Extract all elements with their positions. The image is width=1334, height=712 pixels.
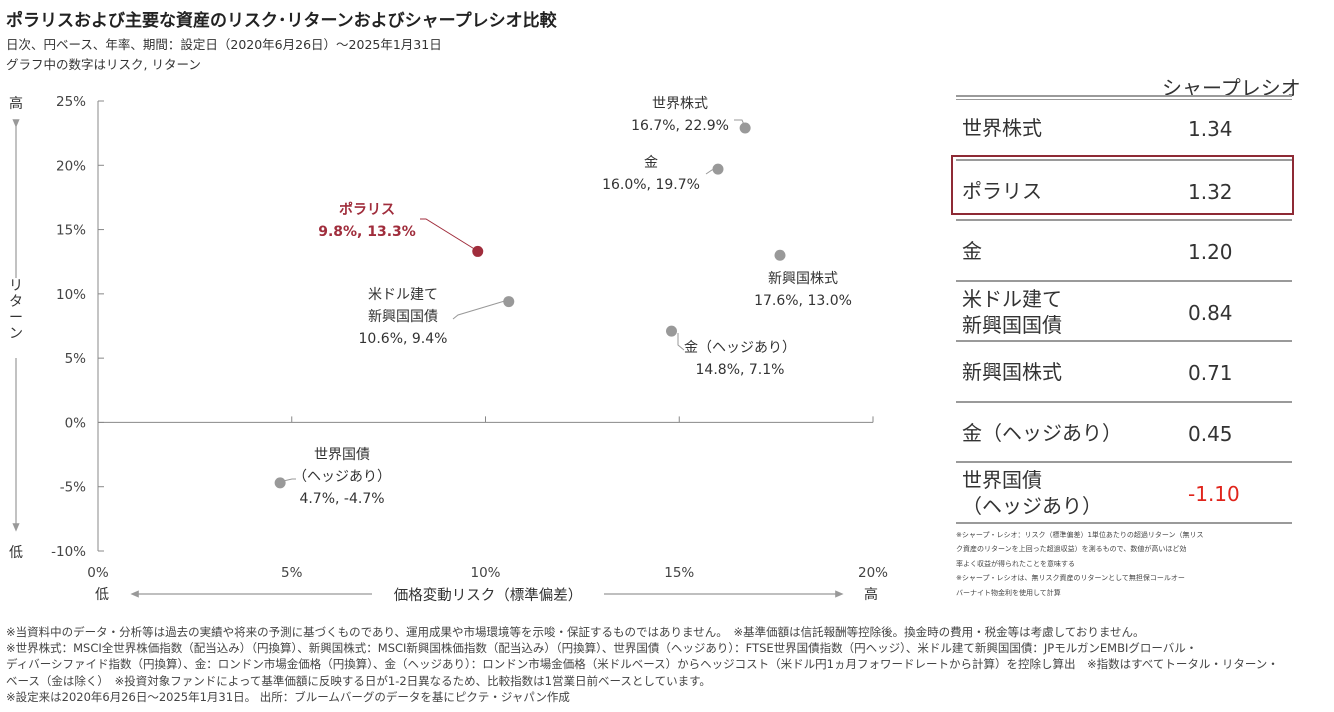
data-point-label: 金 16.0%, 19.7% xyxy=(602,155,700,193)
risk-return-scatter-chart: 25%20%15%10%5%0%-5%-10%0% 5% 10% 15% 20%高低リタ… xyxy=(9,94,888,604)
y-tick-label: 5% xyxy=(65,351,87,367)
y-high-label: 高 xyxy=(9,95,23,112)
footnote-line: ベース（金は除く） ※投資対象ファンドによって基準価額に反映する日が1-2日異な… xyxy=(6,673,711,688)
data-point-label: ポラリス 9.8%, 13.3% xyxy=(318,201,416,240)
sharpe-row: 米ドル建て 新興国国債 0.84 xyxy=(956,279,1292,341)
sharpe-row: 世界国債 （ヘッジあり） -1.10 xyxy=(956,461,1292,522)
sharpe-row-label-line: 金（ヘッジあり） xyxy=(962,420,1122,445)
y-axis-label: リターン xyxy=(9,278,23,342)
sharpe-note-line: ※シャープ・レシオは、無リスク資産のリターンとして無担保コールオー xyxy=(956,574,1185,583)
data-point xyxy=(712,163,724,175)
sharpe-row: 新興国株式 0.71 xyxy=(956,340,1292,401)
sharpe-note-line: バーナイト物金利を使用して計算 xyxy=(956,588,1061,597)
sharpe-row: 金 1.20 xyxy=(956,219,1292,280)
sharpe-row-value: -1.10 xyxy=(1188,482,1240,506)
x-tick-label: 20% xyxy=(858,565,888,581)
sharpe-row-label-line: （ヘッジあり） xyxy=(962,494,1102,518)
y-tick-label: 25% xyxy=(56,94,86,110)
polaris-highlight-box xyxy=(951,155,1294,215)
data-point xyxy=(666,325,677,337)
sharpe-row-label: 金 xyxy=(962,238,982,264)
y-low-label: 低 xyxy=(9,545,23,561)
footnote-line: ※世界株式：MSCI全世界株価指数（配当込み）（円換算）、新興国株式：MSCI新… xyxy=(6,641,1198,656)
sharpe-row-label-line: 世界国債 xyxy=(962,468,1042,492)
sharpe-row: 世界株式 1.34 xyxy=(956,98,1292,159)
y-tick-label: -5% xyxy=(60,480,86,496)
sharpe-row-label-line: 世界株式 xyxy=(962,116,1042,140)
subtitle-period: 日次、円ベース、年率、期間：設定日（2020年6月26日）～2025年1月31日 xyxy=(6,37,442,52)
y-tick-label: 20% xyxy=(56,158,86,174)
sharpe-row-value: 0.45 xyxy=(1188,421,1233,446)
table-top-rule xyxy=(956,95,1292,100)
sharpe-row-value: 1.20 xyxy=(1188,240,1233,264)
y-tick-label: -10% xyxy=(51,544,86,560)
data-point-label: 世界国債（ヘッジあり） 4.7%, -4.7% xyxy=(293,447,391,507)
sharpe-row-label: ポラリス xyxy=(962,178,1042,204)
sharpe-row-label: 世界国債 （ヘッジあり） xyxy=(962,467,1102,519)
sharpe-row-label: 世界株式 xyxy=(962,115,1042,141)
sharpe-row: ポラリス 1.32 xyxy=(956,158,1292,220)
x-axis-label: 価格変動リスク（標準偏差） xyxy=(394,587,583,604)
y-tick-label: 0% xyxy=(65,415,87,431)
data-point-label: 金（ヘッジあり） 14.8%, 7.1% xyxy=(684,340,796,378)
x-tick-label: 5% xyxy=(281,565,303,581)
point-connector xyxy=(452,299,509,320)
sharpe-note-line: ク資産のリターンを上回った超過収益）を測るもので、数値が高いほど効 xyxy=(956,545,1187,554)
point-connector xyxy=(420,218,477,251)
sharpe-row-value: 0.71 xyxy=(1188,361,1233,385)
sharpe-row-label: 新興国株式 xyxy=(962,359,1062,385)
sharpe-row: 金（ヘッジあり） 0.45 xyxy=(956,400,1292,462)
x-tick-label: 15% xyxy=(664,565,694,581)
sharpe-note-line: 率よく収益が得られたことを意味する xyxy=(956,559,1075,568)
page-title: ポラリスおよび主要な資産のリスク･リターンおよびシャープレシオ比較 xyxy=(6,11,557,31)
sharpe-row-value: 1.32 xyxy=(1188,179,1233,204)
x-high-label: 高 xyxy=(864,586,878,603)
data-point-label: 新興国株式 17.6%, 13.0% xyxy=(754,271,852,309)
footnotes: ※当資料中のデータ・分析等は過去の実績や将来の予測に基づくものであり、運用成果や… xyxy=(6,624,1332,705)
sharpe-note-line: ※シャープ・レシオ：リスク（標準偏差）1単位あたりの超過リターン（無リス xyxy=(956,531,1204,539)
footnote-line: ※当資料中のデータ・分析等は過去の実績や将来の予測に基づくものであり、運用成果や… xyxy=(6,625,1145,639)
sharpe-row-label-line: 新興国国債 xyxy=(962,312,1062,337)
footnote-line: ※設定来は2020年6月26日～2025年1月31日。 出所：ブルームバーグのデ… xyxy=(6,689,570,704)
sharpe-row-label-line: 新興国株式 xyxy=(962,360,1062,384)
footnote-line: ディバーシファイド指数（円換算）、金：ロンドン市場金価格（円換算）、金（ヘッジあ… xyxy=(6,657,1279,672)
sharpe-row-label: 金（ヘッジあり） xyxy=(962,420,1122,446)
y-tick-label: 10% xyxy=(56,287,86,303)
x-tick-label: 10% xyxy=(470,565,500,581)
data-point xyxy=(503,296,515,308)
data-point xyxy=(739,122,751,134)
sharpe-row-label-line: 米ドル建て xyxy=(962,286,1062,311)
data-point-label: 米ドル建て新興国国債 10.6%, 9.4% xyxy=(359,287,448,347)
y-tick-label: 15% xyxy=(56,223,86,239)
sharpe-row-label-line: 金 xyxy=(962,239,982,263)
data-point xyxy=(774,249,786,261)
sharpe-row-value: 0.84 xyxy=(1188,300,1233,325)
subtitle-note: グラフ中の数字はリスク, リターン xyxy=(6,57,201,72)
x-tick-label: 0% xyxy=(87,565,109,581)
x-low-label: 低 xyxy=(95,587,109,603)
sharpe-row-label: 米ドル建て 新興国国債 xyxy=(962,286,1062,338)
table-bottom-rule xyxy=(956,521,1292,524)
sharpe-row-label-line: ポラリス xyxy=(962,178,1042,203)
data-point-label: 世界株式 16.7%, 22.9% xyxy=(631,96,729,134)
sharpe-row-value: 1.34 xyxy=(1188,117,1233,141)
data-point xyxy=(274,477,286,489)
data-point xyxy=(472,245,484,257)
sharpe-notes: ※シャープ・レシオ：リスク（標準偏差）1単位あたりの超過リターン（無リス ク資産の… xyxy=(956,528,1334,600)
point-connector xyxy=(677,333,685,351)
